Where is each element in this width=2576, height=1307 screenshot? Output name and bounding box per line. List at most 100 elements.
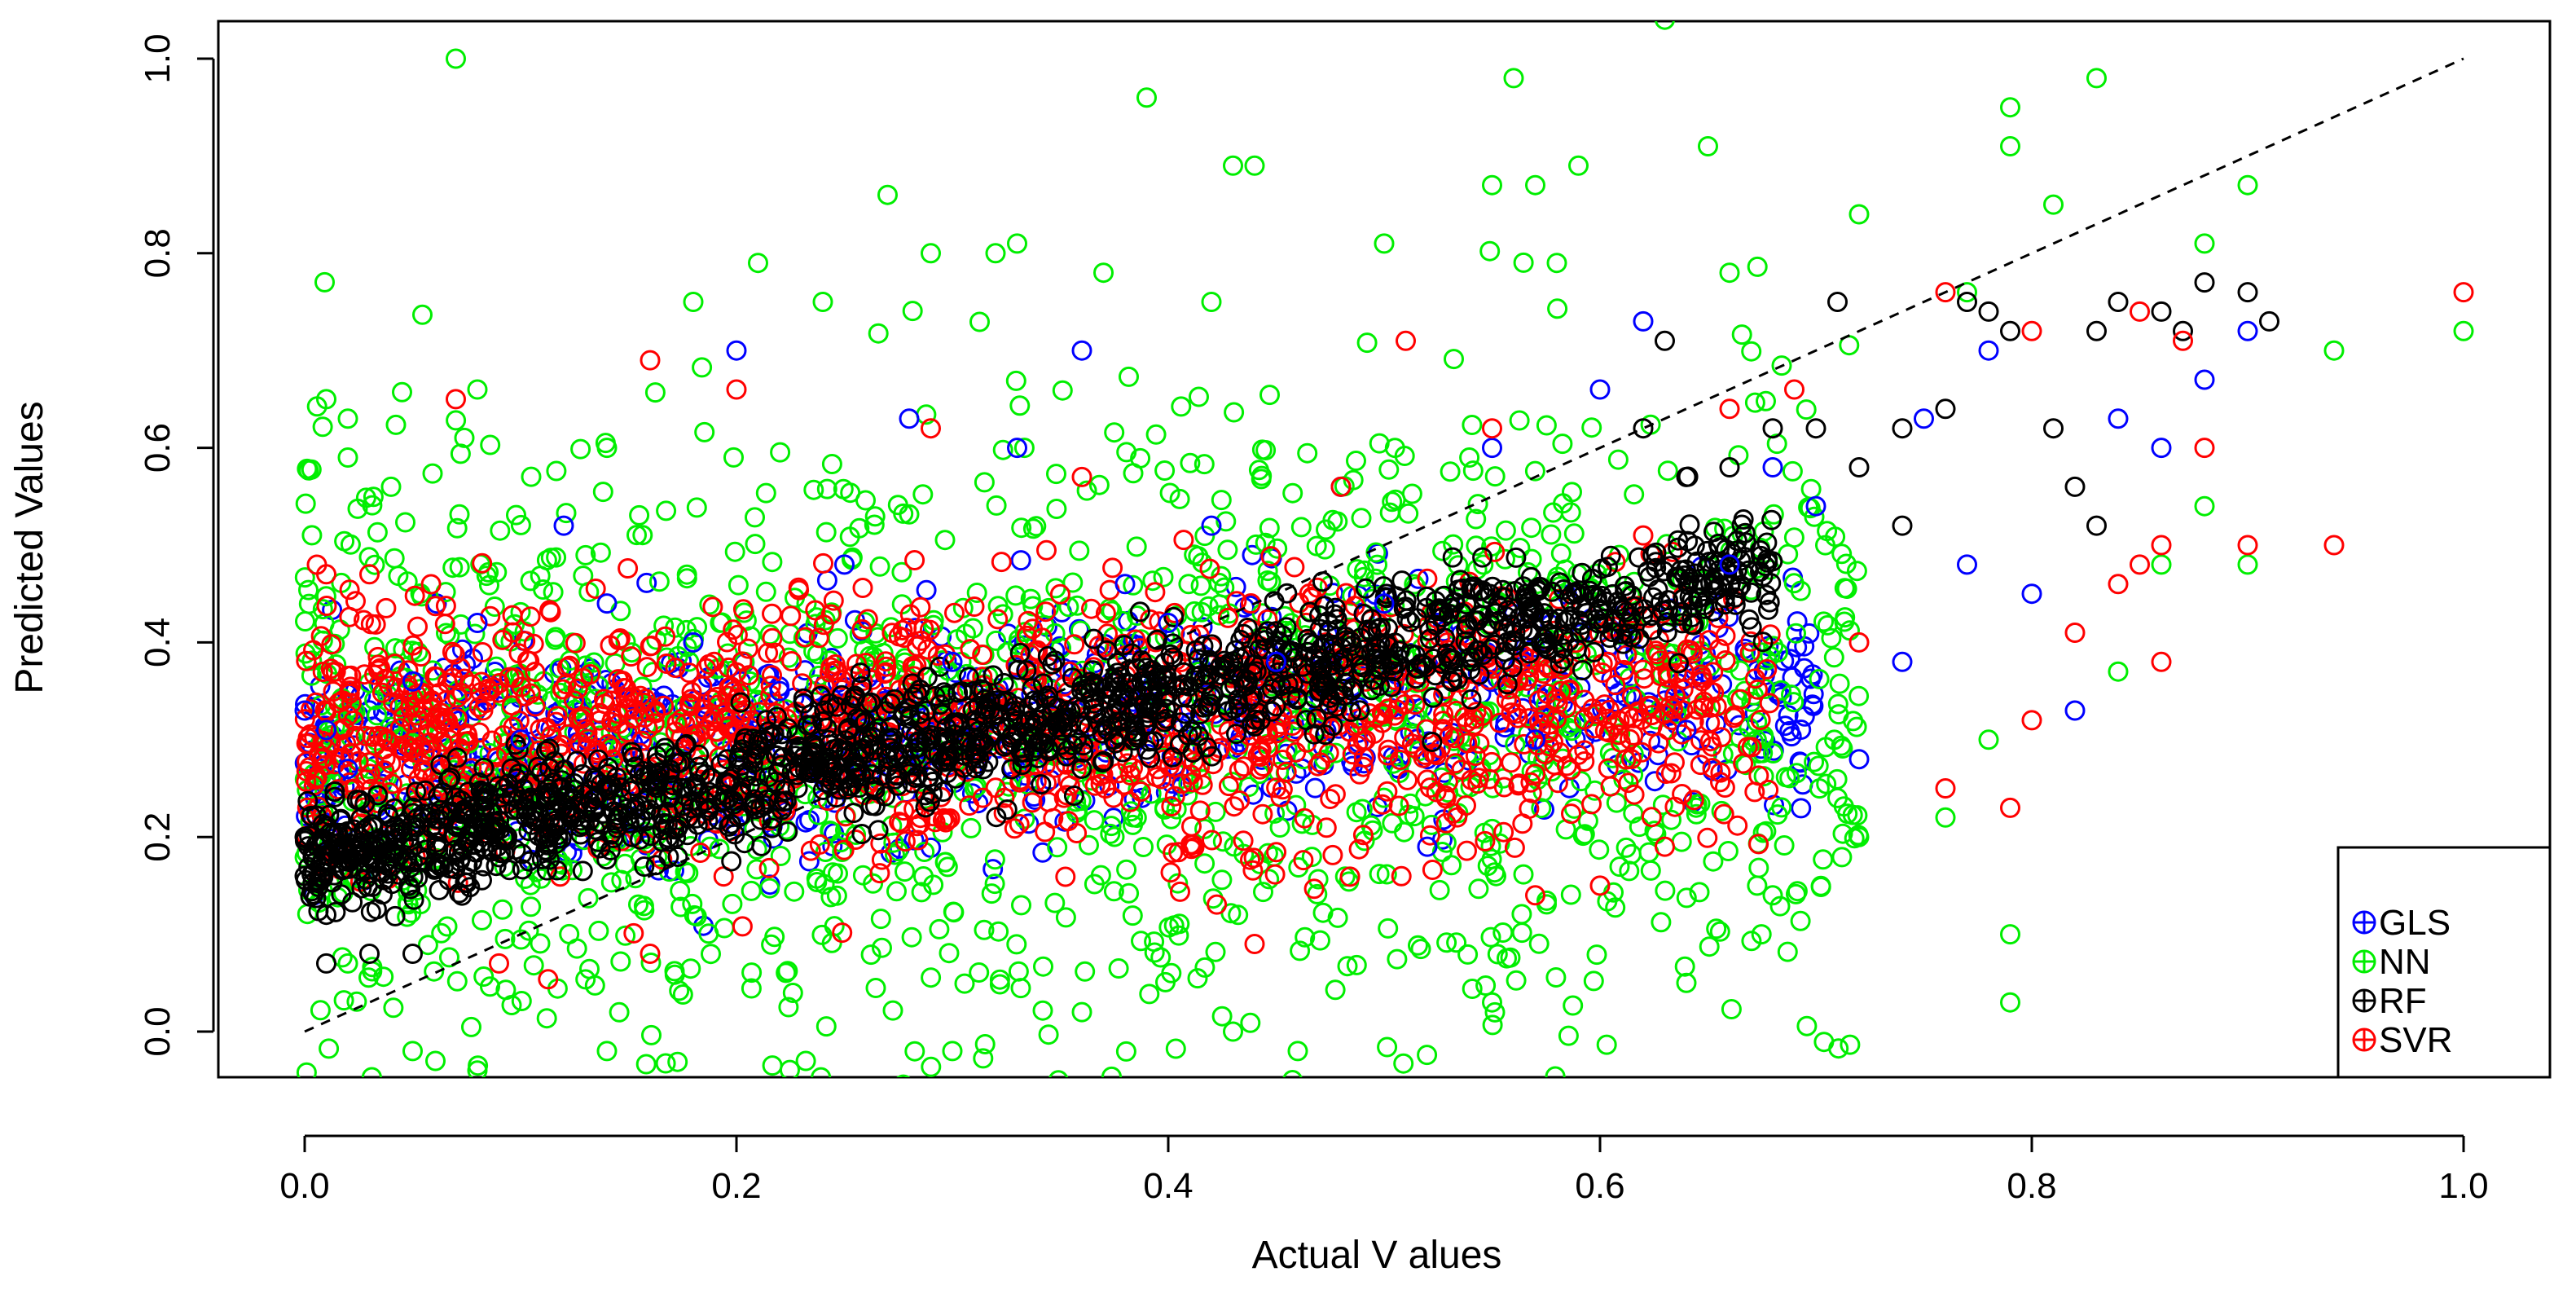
svr-point [857,609,878,630]
rf-point [1553,624,1574,645]
nn-point [1800,478,1822,499]
nn-point [1184,601,1205,622]
gls-point [1787,611,1808,632]
nn-point [1771,355,1792,376]
nn-point [656,500,677,521]
svr-point [398,660,419,681]
nn-point [1022,596,1044,617]
rf-point [1422,687,1444,708]
nn-point [1144,942,1165,963]
nn-point [523,955,544,976]
nn-point [1421,814,1442,835]
svr-point [1303,878,1325,900]
nn-point [1189,386,1209,407]
rf-point [875,786,896,807]
nn-point [1607,449,1629,470]
rf-point [1683,614,1704,636]
nn-point [362,495,383,516]
svr-point [1621,686,1642,707]
svr-point [1009,813,1030,834]
nn-point [1022,518,1044,539]
nn-point [1810,875,1831,896]
nn-point [626,525,647,546]
nn-point [1466,508,1487,530]
nn-point [422,463,443,484]
nn-point [1084,810,1105,831]
nn-point [803,479,824,500]
svr-point [341,665,362,686]
svr-point [1642,705,1663,726]
nn-point [1748,857,1769,878]
rf-point [406,781,427,803]
nn-point [981,883,1002,904]
svr-point [1276,761,1297,782]
nn-point [1404,574,1425,595]
nn-point [1748,743,1769,764]
svr-point [1533,663,1554,684]
rf-point [820,734,841,755]
nn-point [1821,627,1842,649]
svr-point [1600,776,1621,797]
nn-point [1511,904,1532,925]
nn-point [840,482,861,504]
nn-point [741,962,763,984]
nn-point [1489,833,1510,854]
svr-point [1597,708,1618,729]
nn-point [298,460,319,481]
svr-point [1574,740,1595,761]
svr-point [404,585,425,606]
gls-point [1032,842,1053,863]
svr-point [1665,685,1686,706]
nn-point [870,909,891,930]
nn-point [833,1111,851,1129]
svr-point [546,711,567,733]
svr-point [1740,631,1761,652]
rf-point [1739,609,1760,630]
svr-point [1632,709,1653,730]
nn-point [1521,761,1542,781]
nn-point [819,650,840,671]
svr-point [808,627,829,649]
nn-point [891,561,912,583]
svr-point [738,665,759,686]
nn-point [1586,563,1607,584]
svr-point [365,614,386,635]
nn-point [807,644,828,665]
nn-point [1484,466,1506,487]
nn-point [724,541,745,562]
gls-point [816,570,837,591]
rf-point [910,711,931,732]
gls-point [636,572,657,593]
rf-point [1472,645,1493,665]
svr-point [692,676,713,697]
svr-point [1550,742,1570,763]
svr-point [1710,772,1730,793]
svr-point [1226,591,1247,612]
nn-point [446,970,468,992]
nn-point [1843,711,1864,732]
nn-point [954,973,975,994]
nn-point [446,517,468,539]
nn-point [934,530,956,551]
nn-point [1566,711,1587,732]
rf-point [535,741,556,761]
nn-point [1751,924,1772,945]
nn-point [1835,553,1857,574]
nn-point [363,486,384,508]
svr-point [1507,707,1528,728]
svr-point [1446,700,1467,721]
nn-point [687,617,708,638]
nn-point [682,893,703,914]
svr-point [299,757,320,778]
nn-point [1369,433,1390,454]
svr-point [904,550,925,570]
svr-point [1267,723,1288,744]
rf-point [1296,710,1317,731]
svr-point [380,753,402,774]
svr-point [1095,603,1116,624]
rf-point [528,756,548,777]
nn-point [578,887,599,909]
nn-point [311,1106,329,1124]
rf-point [1193,636,1214,657]
nn-point [992,439,1013,460]
